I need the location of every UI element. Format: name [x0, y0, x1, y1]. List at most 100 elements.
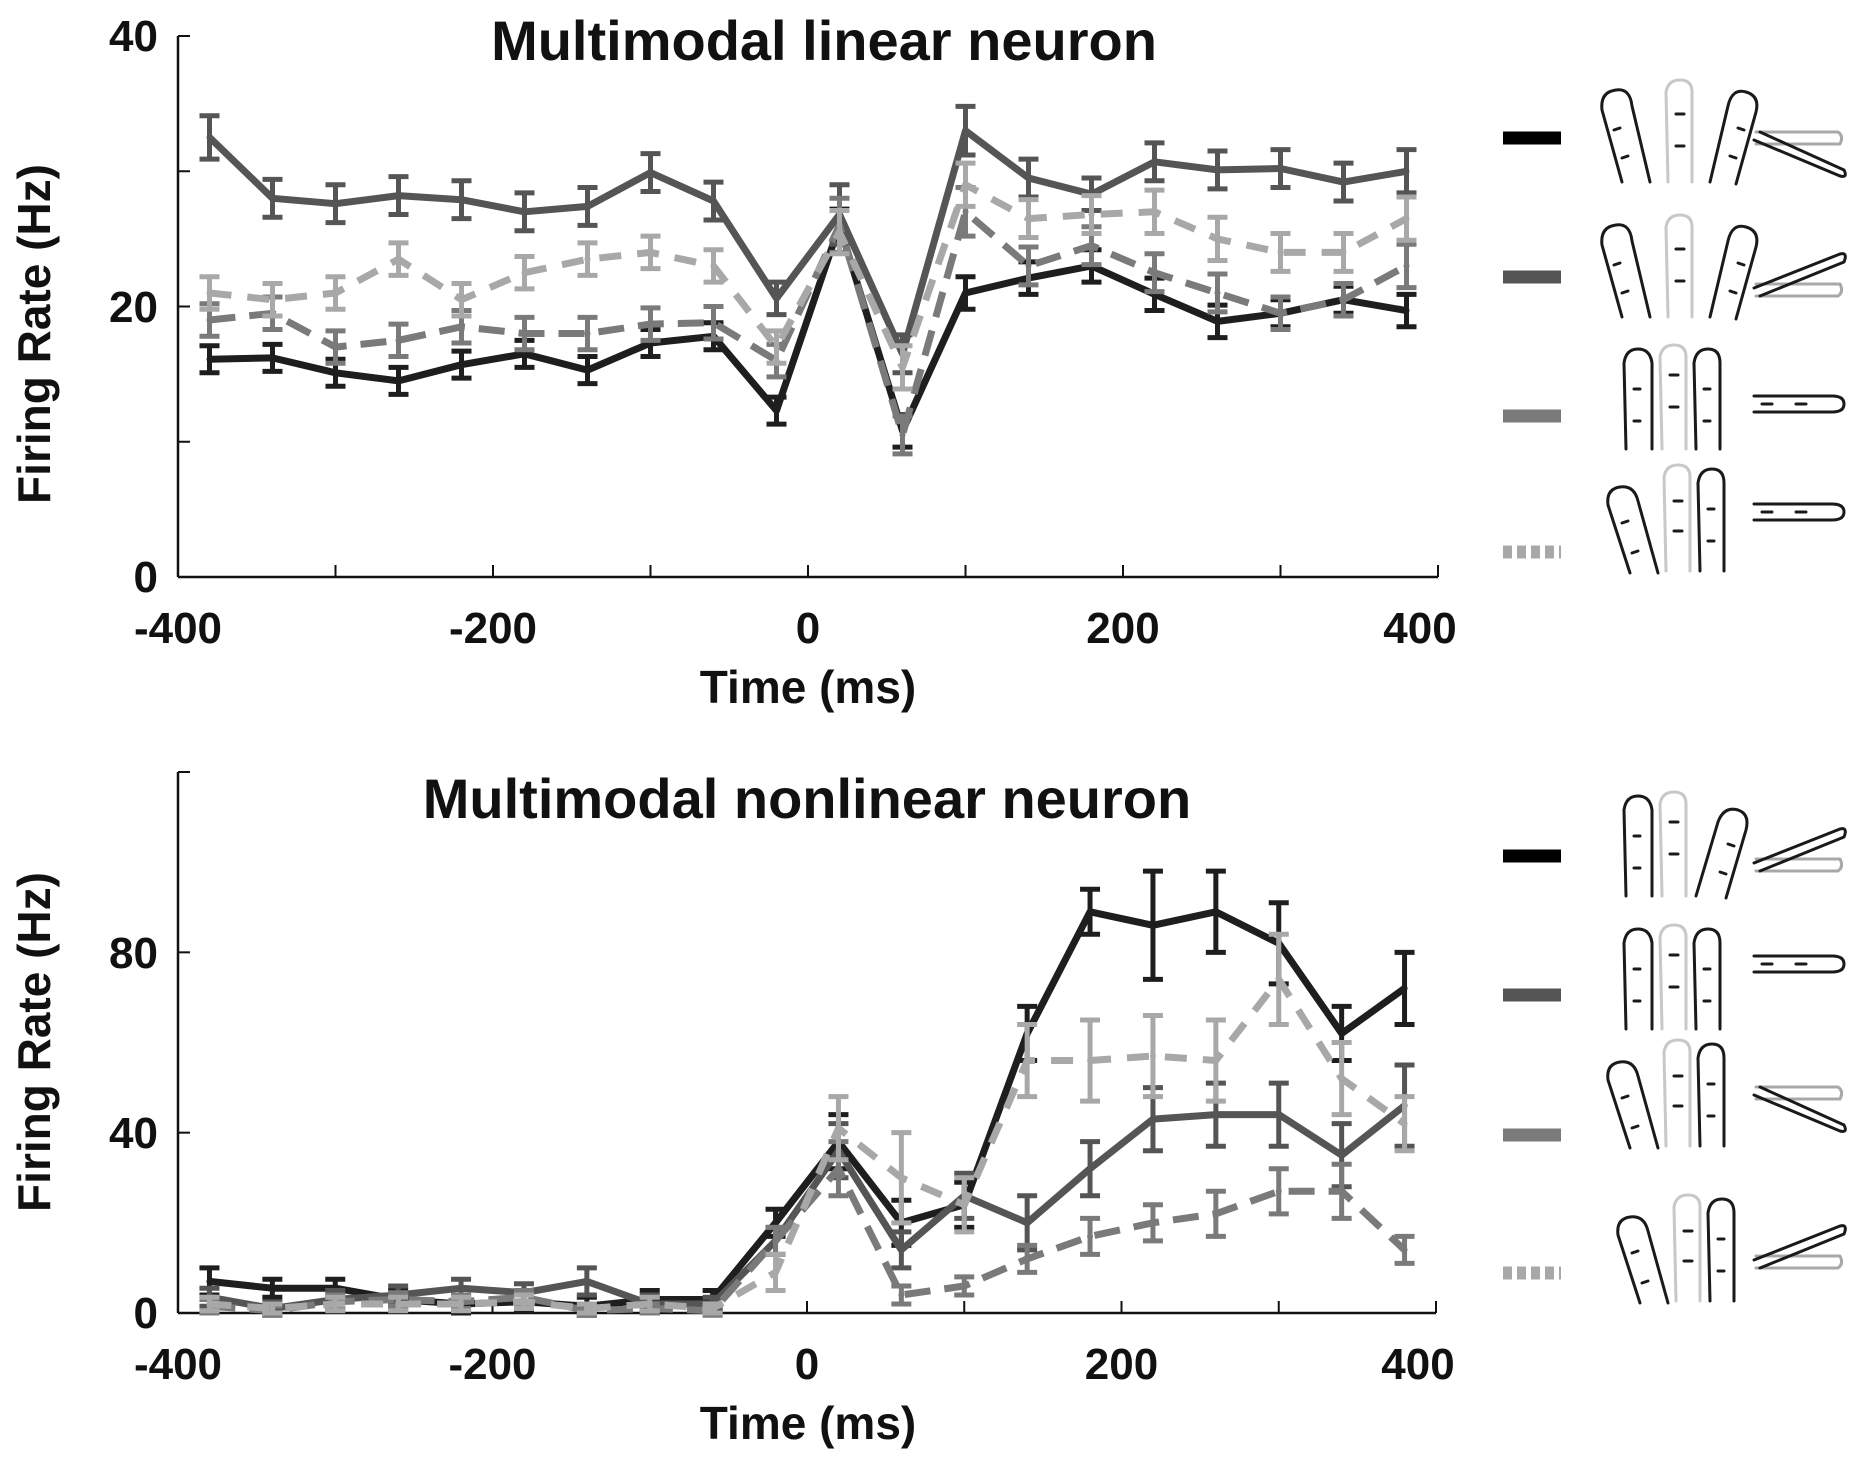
data-point: [1149, 1219, 1156, 1226]
data-point: [1025, 262, 1032, 269]
finger-side-view-4: [1752, 502, 1846, 522]
series-1: [199, 206, 1417, 450]
data-point: [1212, 908, 1219, 915]
series-4: [199, 931, 1415, 1316]
data-point: [395, 1300, 402, 1307]
data-point: [269, 195, 276, 202]
data-point: [1212, 1111, 1219, 1118]
data-point: [773, 344, 780, 351]
data-point: [772, 1269, 779, 1276]
data-point: [710, 198, 717, 205]
data-point: [332, 1300, 339, 1307]
finger-side-view-5: [1752, 827, 1847, 873]
data-point: [962, 208, 969, 215]
data-point: [1087, 1165, 1094, 1172]
series-line: [209, 221, 1408, 435]
finger-front-view-8: [1616, 1193, 1736, 1305]
x-tick-label: 0: [796, 604, 820, 653]
finger-side-view-8: [1752, 1224, 1847, 1270]
data-point: [772, 1219, 779, 1226]
chart-title: Multimodal linear neuron: [491, 9, 1157, 72]
data-point: [1403, 262, 1410, 269]
finger-side-view-3: [1752, 394, 1846, 414]
x-ticks: -400 -200 0 200 400: [134, 1301, 1455, 1389]
data-point: [206, 1278, 213, 1285]
data-point: [1340, 296, 1347, 303]
plot-area: [199, 868, 1415, 1318]
data-point: [709, 1305, 716, 1312]
x-tick-label: 200: [1086, 604, 1159, 653]
data-point: [1149, 922, 1156, 929]
data-point: [1277, 249, 1284, 256]
data-point: [962, 181, 969, 188]
series-line: [209, 181, 1409, 371]
finger-front-view-2: [1600, 213, 1759, 321]
data-point: [395, 377, 402, 384]
data-point: [1212, 1210, 1219, 1217]
data-point: [773, 295, 780, 302]
data-point: [1025, 215, 1032, 222]
data-point: [961, 1201, 968, 1208]
finger-illustrations: [1600, 78, 1847, 1305]
data-point: [1087, 1057, 1094, 1064]
data-point: [1088, 211, 1095, 218]
data-point: [332, 344, 339, 351]
data-point: [521, 350, 528, 357]
data-point: [899, 364, 906, 371]
x-axis-label: Time (ms): [700, 661, 916, 713]
data-point: [520, 1298, 527, 1305]
data-point: [1149, 1116, 1156, 1123]
data-point: [1277, 165, 1284, 172]
data-point: [1275, 1188, 1282, 1195]
finger-front-view-5: [1622, 790, 1749, 900]
y-tick-label: 0: [134, 553, 158, 602]
legend-panel-linear: [1503, 131, 1561, 559]
data-point: [710, 262, 717, 269]
data-point: [521, 330, 528, 337]
panel-linear-neuron: Multimodal linear neuron Time (ms) Firin…: [8, 9, 1457, 713]
data-point: [1338, 1030, 1345, 1037]
data-point: [206, 317, 213, 324]
finger-side-view-7: [1752, 1085, 1847, 1133]
data-point: [1338, 1152, 1345, 1159]
y-tick-label: 80: [109, 929, 158, 978]
data-point: [962, 127, 969, 134]
y-ticks: 0 20 40: [109, 12, 190, 602]
finger-side-view-2: [1752, 252, 1847, 298]
data-point: [646, 1300, 653, 1307]
finger-side-view-6: [1752, 954, 1846, 974]
data-point: [1025, 175, 1032, 182]
data-point: [647, 321, 654, 328]
x-axis-label: Time (ms): [700, 1397, 916, 1449]
data-point: [1338, 1188, 1345, 1195]
data-point: [1340, 179, 1347, 186]
x-tick-label: -200: [448, 1340, 536, 1389]
data-point: [458, 361, 465, 368]
data-point: [1151, 158, 1158, 165]
series-1: [199, 868, 1415, 1318]
data-point: [1401, 985, 1408, 992]
data-point: [458, 296, 465, 303]
data-point: [962, 289, 969, 296]
data-point: [1403, 307, 1410, 314]
data-point: [835, 1165, 842, 1172]
data-point: [458, 196, 465, 203]
data-point: [458, 1285, 465, 1292]
data-point: [1024, 1219, 1031, 1226]
y-axis-label: Firing Rate (Hz): [8, 872, 60, 1212]
data-point: [206, 134, 213, 141]
finger-front-view-6: [1622, 923, 1722, 1031]
data-point: [1024, 1057, 1031, 1064]
data-point: [1403, 168, 1410, 175]
data-point: [458, 1300, 465, 1307]
data-point: [1338, 1075, 1345, 1082]
plot-area: [199, 103, 1417, 457]
data-point: [1401, 1120, 1408, 1127]
data-point: [332, 369, 339, 376]
y-tick-label: 20: [109, 283, 158, 332]
finger-front-view-3: [1622, 343, 1722, 451]
data-point: [584, 367, 591, 374]
series-line: [209, 908, 1407, 1310]
